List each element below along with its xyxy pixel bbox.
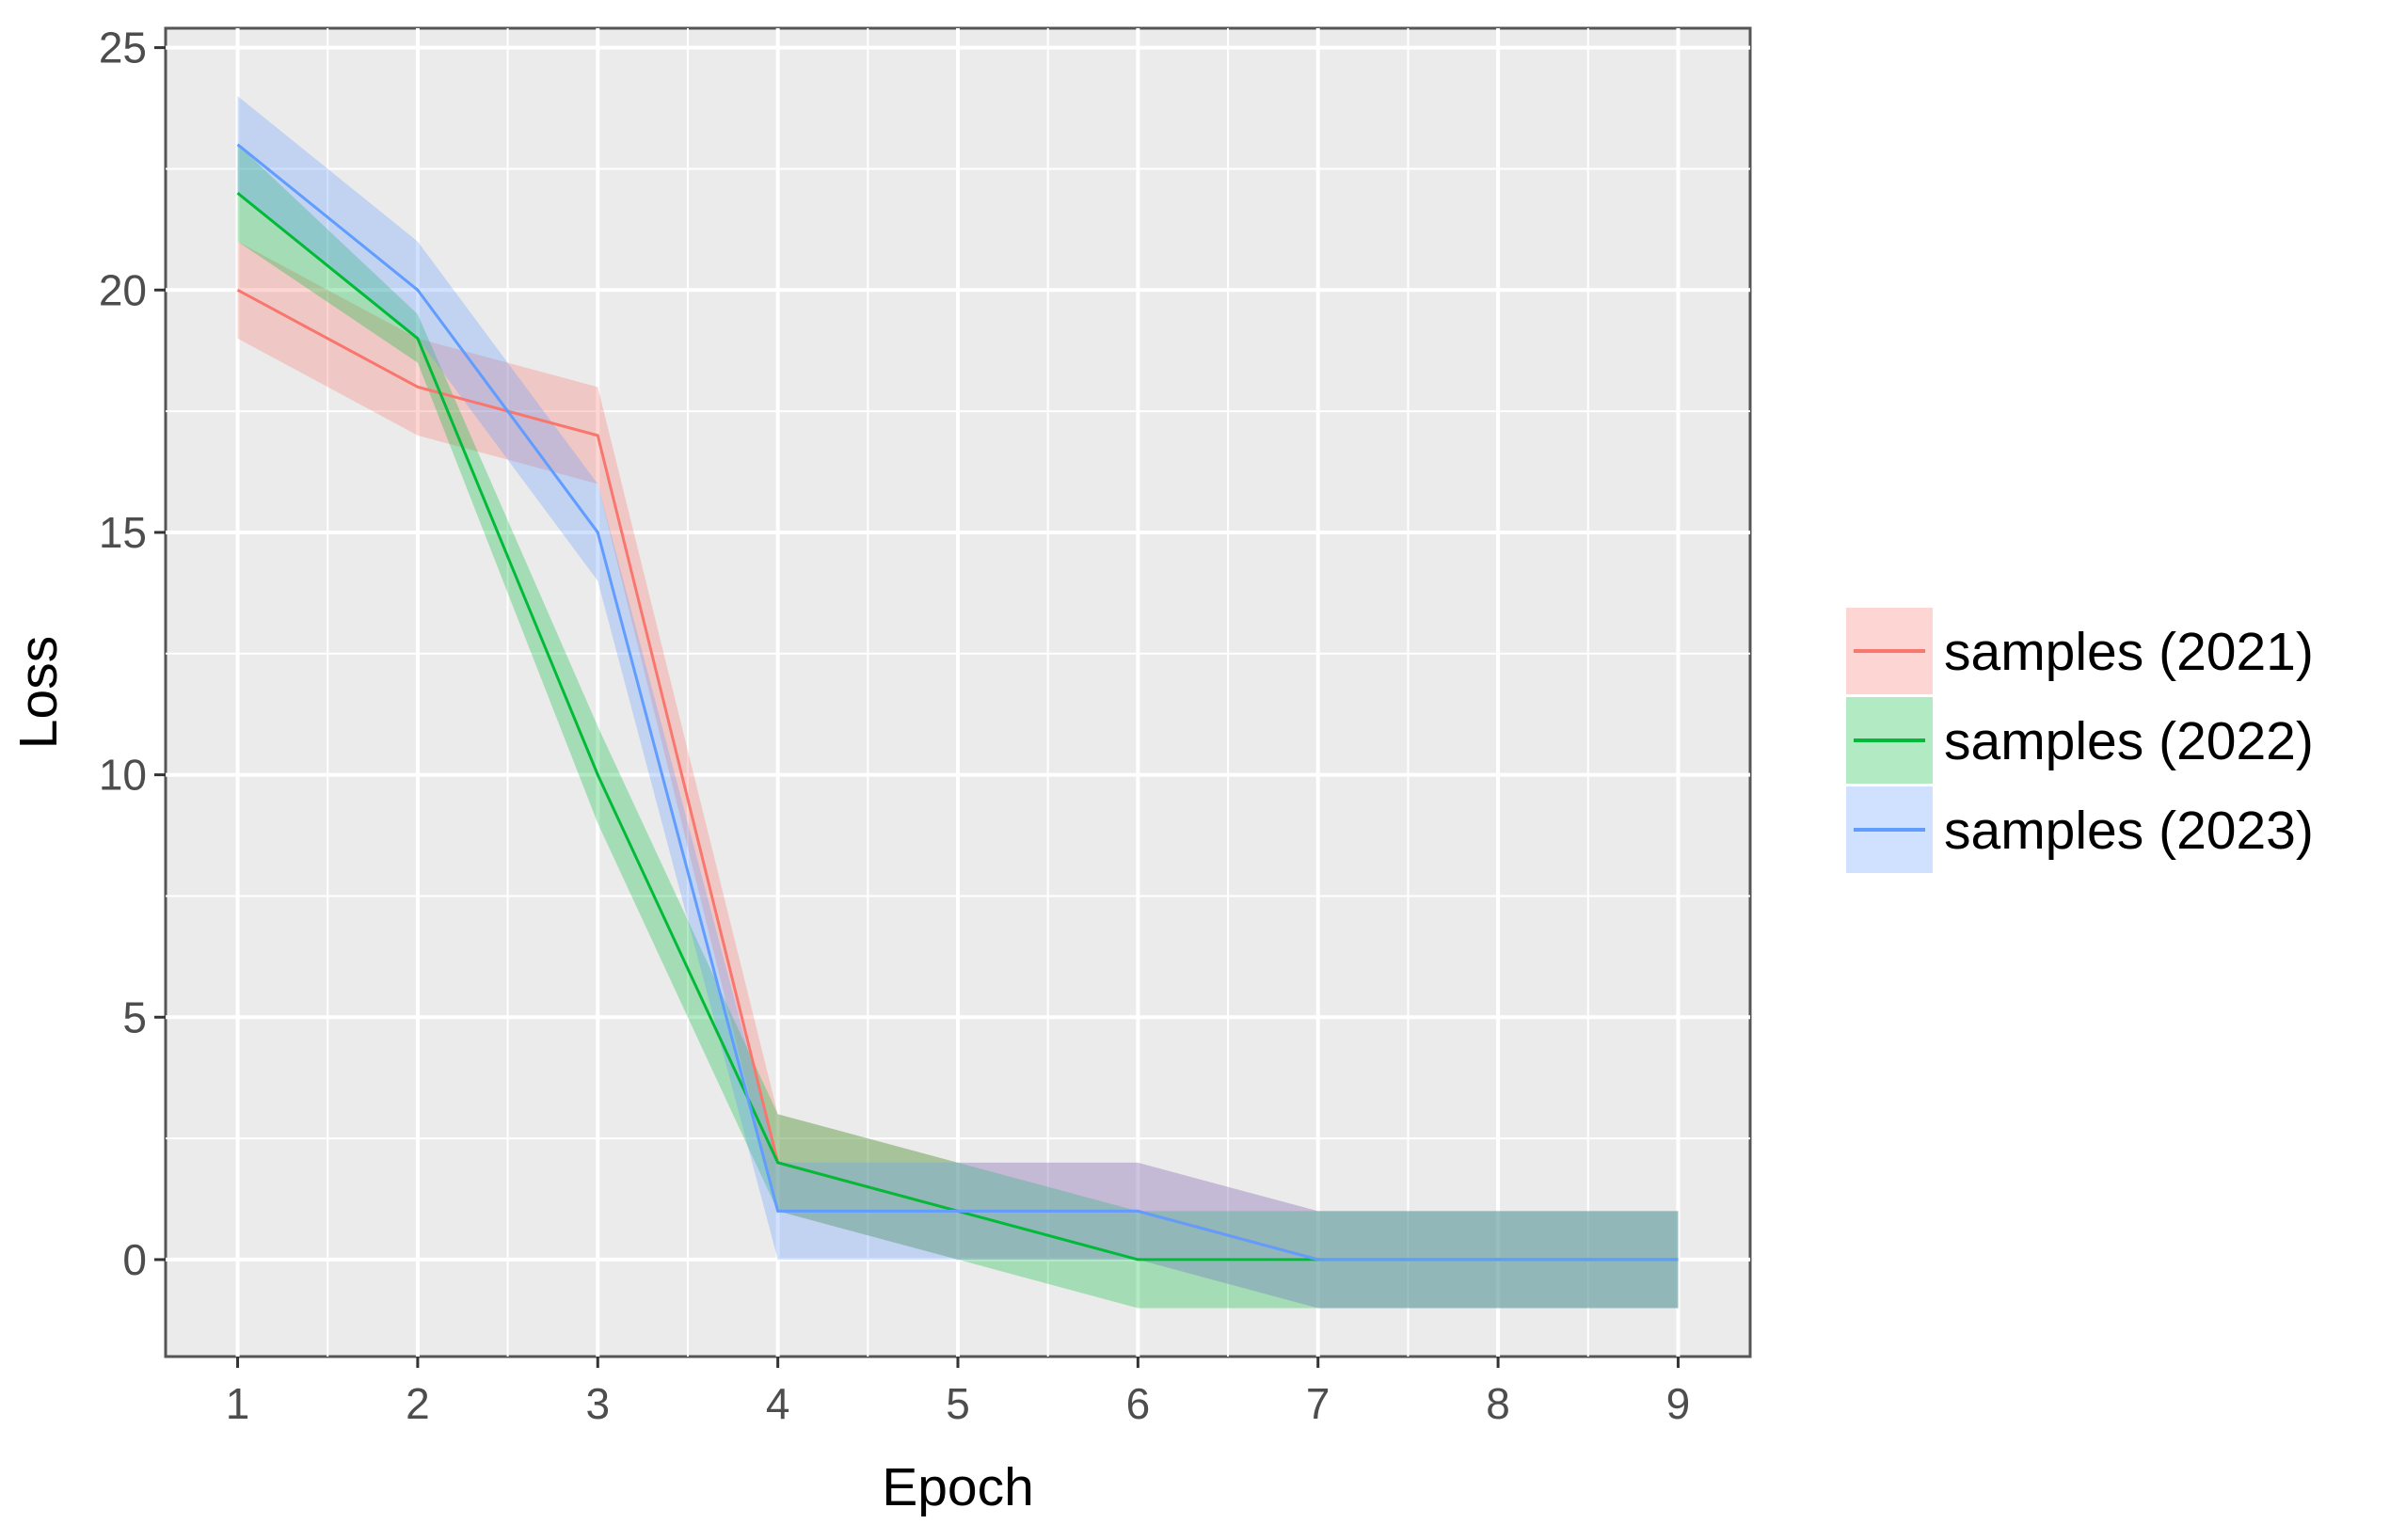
x-axis-title: Epoch: [882, 1457, 1034, 1517]
y-tick-label: 5: [122, 992, 147, 1041]
y-axis-title: Loss: [8, 636, 69, 749]
series-line: [236, 143, 1679, 1262]
confidence-band: [237, 241, 1679, 1309]
y-tick-label: 10: [99, 751, 147, 800]
y-axis: 0 5 10 15 20 25: [99, 24, 166, 1284]
x-tick-label: 5: [946, 1379, 970, 1428]
x-tick-label: 6: [1126, 1379, 1151, 1428]
confidence-band: [237, 96, 1679, 1309]
legend-label: samples (2023): [1944, 801, 2314, 861]
y-tick-label: 25: [99, 24, 147, 72]
x-axis: 1 2 3 4 5 6 7 8 9: [226, 1357, 1691, 1428]
x-tick-label: 8: [1486, 1379, 1510, 1428]
ribbons: [237, 96, 1679, 1309]
series-lines: [236, 143, 1679, 1262]
x-tick-label: 7: [1306, 1379, 1330, 1428]
y-tick-label: 0: [122, 1235, 147, 1284]
y-tick-label: 20: [99, 265, 147, 314]
x-tick-label: 9: [1666, 1379, 1691, 1428]
x-tick-label: 1: [226, 1379, 250, 1428]
grid-major: [166, 28, 1750, 1357]
x-tick-label: 4: [766, 1379, 790, 1428]
legend-label: samples (2021): [1944, 622, 2314, 682]
legend-label: samples (2022): [1944, 711, 2314, 771]
legend: samples (2021) samples (2022) samples (202…: [1846, 608, 2314, 873]
x-tick-label: 3: [585, 1379, 610, 1428]
x-tick-label: 2: [406, 1379, 430, 1428]
y-tick-label: 15: [99, 508, 147, 557]
